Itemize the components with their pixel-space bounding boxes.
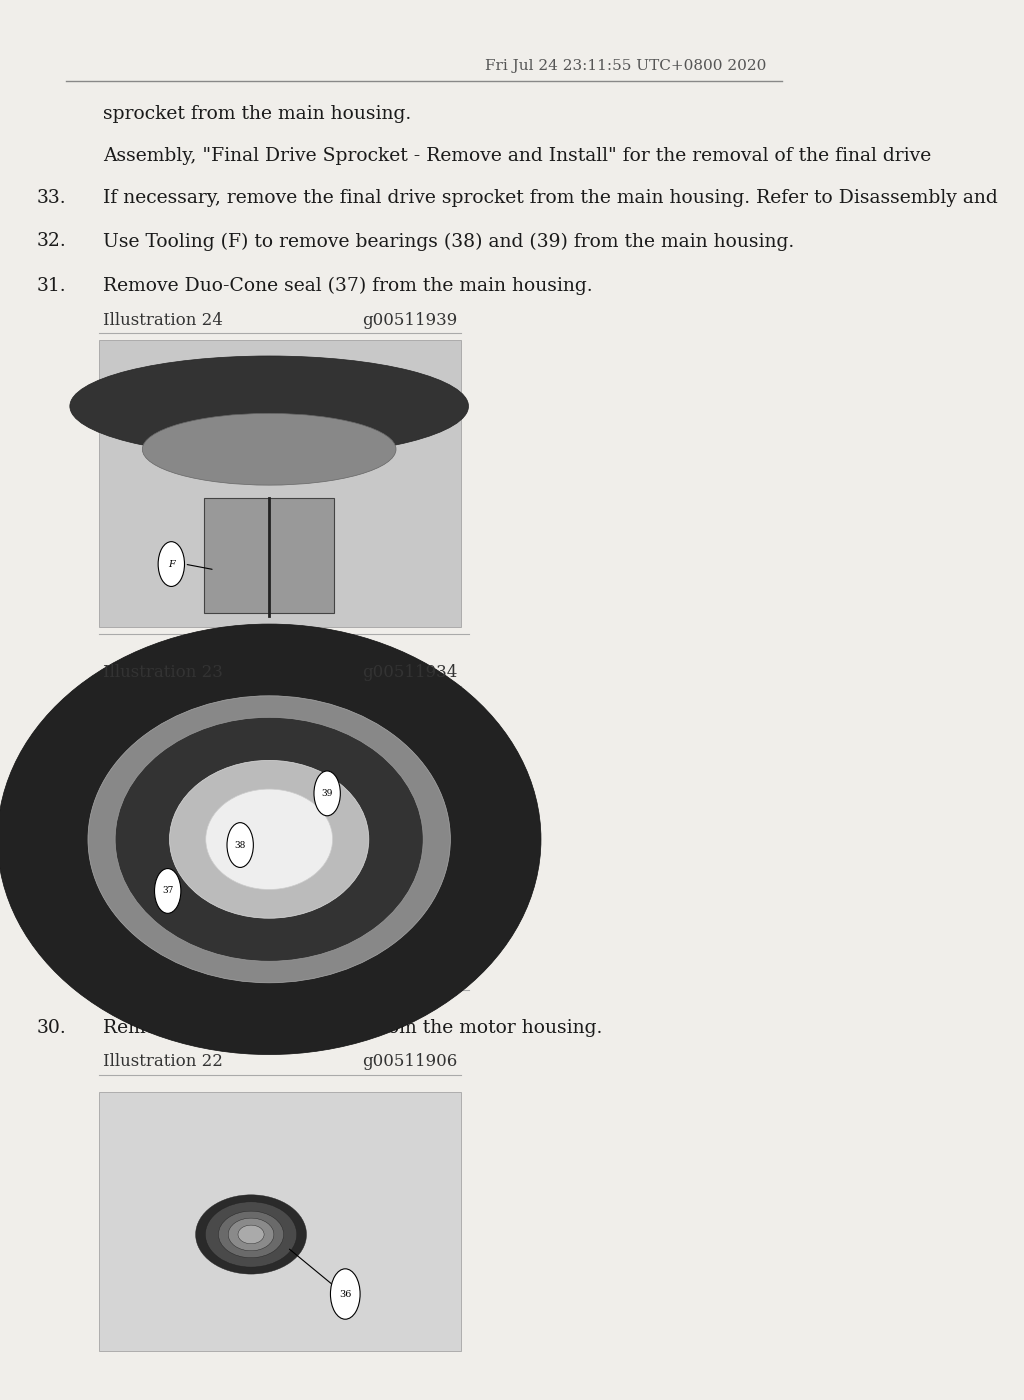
Text: 33.: 33. xyxy=(36,189,66,207)
Circle shape xyxy=(331,1268,360,1319)
Text: Assembly, "Final Drive Sprocket - Remove and Install" for the removal of the fin: Assembly, "Final Drive Sprocket - Remove… xyxy=(103,147,931,165)
Circle shape xyxy=(155,868,181,913)
Ellipse shape xyxy=(88,696,451,983)
Ellipse shape xyxy=(170,760,369,918)
Text: 39: 39 xyxy=(322,788,333,798)
Text: 36: 36 xyxy=(339,1289,351,1299)
FancyBboxPatch shape xyxy=(204,498,335,613)
Circle shape xyxy=(158,542,184,587)
Text: Remove Duo-Cone seal (36) from the motor housing.: Remove Duo-Cone seal (36) from the motor… xyxy=(103,1019,602,1037)
Text: Illustration 22: Illustration 22 xyxy=(103,1053,223,1070)
FancyBboxPatch shape xyxy=(99,696,461,983)
Text: Illustration 24: Illustration 24 xyxy=(103,312,223,329)
Text: 37: 37 xyxy=(162,886,173,896)
FancyBboxPatch shape xyxy=(99,340,461,627)
Ellipse shape xyxy=(0,624,541,1054)
Circle shape xyxy=(227,823,253,868)
Ellipse shape xyxy=(238,1225,264,1243)
Text: Remove Duo-Cone seal (37) from the main housing.: Remove Duo-Cone seal (37) from the main … xyxy=(103,277,593,295)
Text: 32.: 32. xyxy=(36,232,66,251)
Ellipse shape xyxy=(206,790,333,889)
Text: Use Tooling (F) to remove bearings (38) and (39) from the main housing.: Use Tooling (F) to remove bearings (38) … xyxy=(103,232,795,251)
Ellipse shape xyxy=(142,413,396,486)
Text: 38: 38 xyxy=(234,840,246,850)
Text: g00511934: g00511934 xyxy=(361,664,457,680)
Text: sprocket from the main housing.: sprocket from the main housing. xyxy=(103,105,412,123)
Text: If necessary, remove the final drive sprocket from the main housing. Refer to Di: If necessary, remove the final drive spr… xyxy=(103,189,997,207)
Ellipse shape xyxy=(218,1211,284,1257)
Text: F: F xyxy=(168,560,175,568)
Text: 30.: 30. xyxy=(36,1019,66,1037)
Text: g00511906: g00511906 xyxy=(361,1053,457,1070)
Text: Illustration 23: Illustration 23 xyxy=(103,664,223,680)
Ellipse shape xyxy=(70,356,469,456)
Ellipse shape xyxy=(206,1201,297,1267)
FancyBboxPatch shape xyxy=(99,1092,461,1351)
Text: 31.: 31. xyxy=(36,277,66,295)
Ellipse shape xyxy=(196,1194,306,1274)
Ellipse shape xyxy=(115,717,423,962)
Ellipse shape xyxy=(228,1218,273,1250)
Circle shape xyxy=(314,771,340,816)
Text: Fri Jul 24 23:11:55 UTC+0800 2020: Fri Jul 24 23:11:55 UTC+0800 2020 xyxy=(484,59,766,73)
Text: g00511939: g00511939 xyxy=(361,312,457,329)
